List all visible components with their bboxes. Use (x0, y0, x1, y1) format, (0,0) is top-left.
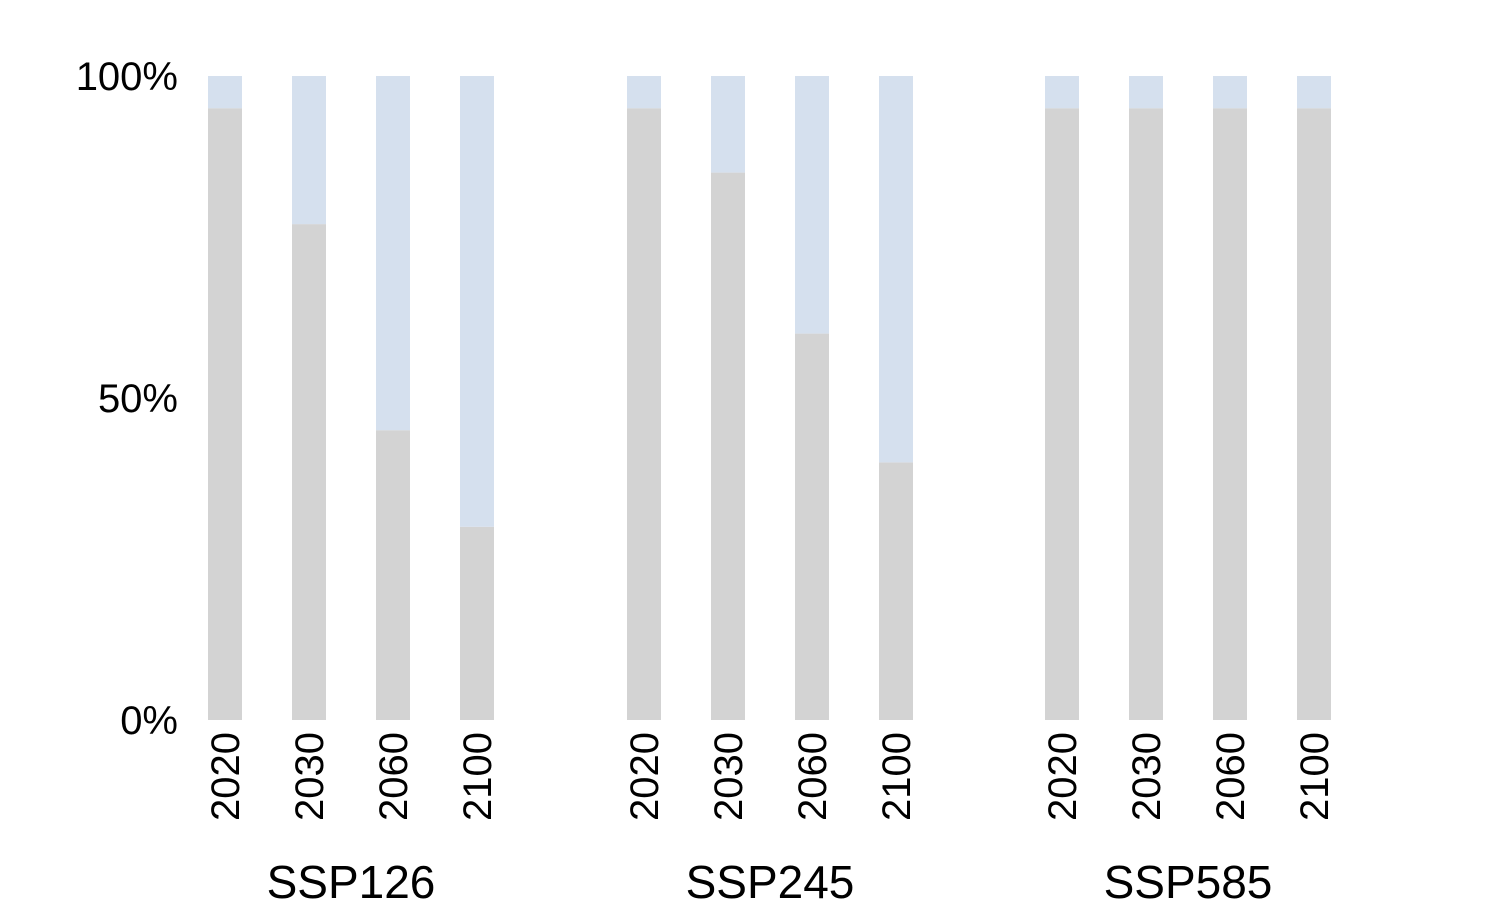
bar-segment-ssp585-2020-s2 (1045, 76, 1079, 109)
bars (208, 76, 1331, 721)
bar-segment-ssp245-2100-s2 (879, 76, 913, 463)
bar-segment-ssp245-2060-s2 (795, 76, 829, 334)
bar-segment-ssp126-2100-s2 (460, 76, 494, 527)
x-axis-category-labels: 2020 2030 2060 2100 2020 2030 2060 2100 2020 2030… (204, 732, 1337, 821)
bar-segment-ssp245-2100-s1 (879, 462, 913, 720)
x-category-label: 2060 (1209, 732, 1253, 821)
bar-segment-ssp245-2060-s1 (795, 333, 829, 720)
y-tick-label: 50% (98, 377, 178, 421)
x-group-label: SSP585 (1104, 856, 1273, 900)
x-category-label: 2100 (875, 732, 919, 821)
bar-segment-ssp245-2020-s1 (627, 108, 661, 720)
bar-segment-ssp585-2030-s2 (1129, 76, 1163, 109)
y-tick-label: 0% (120, 699, 178, 743)
y-tick-label: 100% (76, 55, 178, 99)
bar-segment-ssp585-2060-s2 (1213, 76, 1247, 109)
x-category-label: 2060 (791, 732, 835, 821)
x-category-label: 2030 (707, 732, 751, 821)
x-category-label: 2100 (1293, 732, 1337, 821)
bar-segment-ssp585-2020-s1 (1045, 108, 1079, 720)
bar-segment-ssp585-2030-s1 (1129, 108, 1163, 720)
bar-segment-ssp126-2060-s2 (376, 76, 410, 431)
x-category-label: 2020 (204, 732, 248, 821)
bar-segment-ssp126-2020-s1 (208, 108, 242, 720)
x-category-label: 2030 (288, 732, 332, 821)
bar-segment-ssp245-2020-s2 (627, 76, 661, 109)
x-category-label: 2060 (372, 732, 416, 821)
bar-segment-ssp126-2020-s2 (208, 76, 242, 109)
x-axis-group-labels: SSP126 SSP245 SSP585 (267, 856, 1273, 900)
bar-segment-ssp126-2030-s1 (292, 224, 326, 720)
bar-segment-ssp585-2100-s2 (1297, 76, 1331, 109)
bar-segment-ssp126-2100-s1 (460, 526, 494, 720)
x-category-label: 2020 (1041, 732, 1085, 821)
bar-segment-ssp585-2060-s1 (1213, 108, 1247, 720)
y-axis-ticks: 0% 50% 100% (76, 55, 178, 743)
bar-segment-ssp585-2100-s1 (1297, 108, 1331, 720)
x-category-label: 2100 (456, 732, 500, 821)
bar-segment-ssp126-2030-s2 (292, 76, 326, 225)
x-group-label: SSP245 (686, 856, 855, 900)
bar-segment-ssp245-2030-s1 (711, 172, 745, 721)
x-group-label: SSP126 (267, 856, 436, 900)
bar-segment-ssp126-2060-s1 (376, 430, 410, 720)
x-category-label: 2020 (623, 732, 667, 821)
bar-segment-ssp245-2030-s2 (711, 76, 745, 173)
x-category-label: 2030 (1125, 732, 1169, 821)
